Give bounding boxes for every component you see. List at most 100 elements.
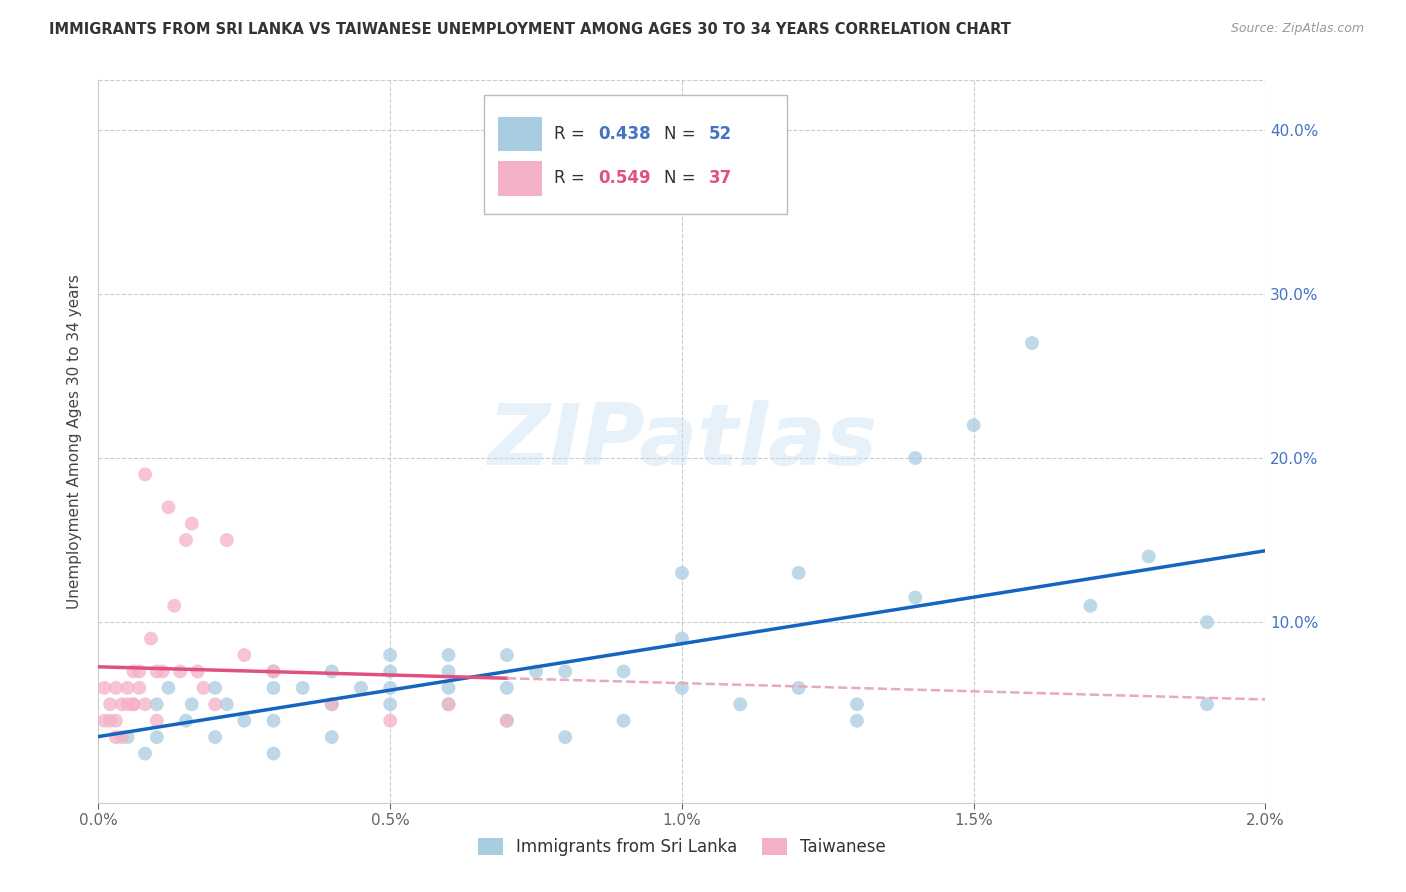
Point <box>98 698 121 712</box>
Legend: Immigrants from Sri Lanka, Taiwanese: Immigrants from Sri Lanka, Taiwanese <box>471 831 893 863</box>
Point <box>1137 549 1160 564</box>
Point <box>437 665 460 679</box>
Point <box>146 698 169 712</box>
Point <box>962 418 984 433</box>
Text: N =: N = <box>665 169 702 187</box>
Point <box>174 533 197 547</box>
Point <box>1080 599 1102 613</box>
Text: ZIPatlas: ZIPatlas <box>486 400 877 483</box>
Point <box>163 599 186 613</box>
Point <box>233 648 256 662</box>
Point <box>180 516 202 531</box>
Point <box>496 714 519 728</box>
Point <box>111 698 134 712</box>
Point <box>1197 698 1219 712</box>
Point <box>174 714 197 728</box>
Point <box>104 730 127 744</box>
Text: Source: ZipAtlas.com: Source: ZipAtlas.com <box>1230 22 1364 36</box>
Point <box>904 450 927 465</box>
Point <box>122 698 145 712</box>
Point <box>671 681 693 695</box>
Point <box>204 681 226 695</box>
Point <box>157 500 180 515</box>
Y-axis label: Unemployment Among Ages 30 to 34 years: Unemployment Among Ages 30 to 34 years <box>66 274 82 609</box>
Point <box>730 698 752 712</box>
Point <box>152 665 174 679</box>
Point <box>496 648 519 662</box>
Point <box>904 591 927 605</box>
Point <box>146 714 169 728</box>
Point <box>262 665 284 679</box>
Point <box>98 714 121 728</box>
Point <box>524 665 547 679</box>
Point <box>496 714 519 728</box>
Point <box>612 665 634 679</box>
Point <box>437 648 460 662</box>
Point <box>262 714 284 728</box>
Point <box>111 730 134 744</box>
Point <box>117 698 139 712</box>
Point <box>134 467 156 482</box>
Text: 0.438: 0.438 <box>598 125 651 143</box>
Point <box>612 714 634 728</box>
Bar <box>498 117 541 152</box>
Point <box>193 681 215 695</box>
Point <box>117 730 139 744</box>
Point <box>1197 615 1219 630</box>
Point <box>262 665 284 679</box>
Point <box>380 714 402 728</box>
Point <box>437 681 460 695</box>
Point <box>134 698 156 712</box>
Point <box>380 698 402 712</box>
Point <box>787 566 810 580</box>
Text: 0.549: 0.549 <box>598 169 651 187</box>
Point <box>321 730 343 744</box>
Point <box>180 698 202 712</box>
Point <box>350 681 373 695</box>
Point <box>128 681 150 695</box>
Point <box>554 730 576 744</box>
Text: 52: 52 <box>709 125 733 143</box>
Point <box>139 632 162 646</box>
Point <box>187 665 209 679</box>
Point <box>380 648 402 662</box>
Point <box>128 665 150 679</box>
Point <box>122 665 145 679</box>
Point <box>496 681 519 695</box>
Point <box>845 714 868 728</box>
Point <box>93 681 115 695</box>
Point <box>437 698 460 712</box>
Point <box>321 698 343 712</box>
Point <box>671 632 693 646</box>
Point <box>845 698 868 712</box>
Text: N =: N = <box>665 125 702 143</box>
Text: IMMIGRANTS FROM SRI LANKA VS TAIWANESE UNEMPLOYMENT AMONG AGES 30 TO 34 YEARS CO: IMMIGRANTS FROM SRI LANKA VS TAIWANESE U… <box>49 22 1011 37</box>
Point <box>671 566 693 580</box>
Point <box>554 665 576 679</box>
FancyBboxPatch shape <box>484 95 787 214</box>
Point <box>146 665 169 679</box>
Text: R =: R = <box>554 125 589 143</box>
Point <box>93 714 115 728</box>
Point <box>1021 336 1043 351</box>
Point <box>321 665 343 679</box>
Point <box>380 665 402 679</box>
Point <box>262 681 284 695</box>
Point <box>262 747 284 761</box>
Point <box>157 681 180 695</box>
Point <box>104 681 127 695</box>
Point <box>291 681 314 695</box>
Point <box>117 681 139 695</box>
Bar <box>498 161 541 195</box>
Point <box>215 533 238 547</box>
Point <box>146 730 169 744</box>
Text: R =: R = <box>554 169 589 187</box>
Point <box>134 747 156 761</box>
Point <box>321 698 343 712</box>
Text: 37: 37 <box>709 169 733 187</box>
Point <box>380 681 402 695</box>
Point <box>437 698 460 712</box>
Point <box>204 698 226 712</box>
Point <box>169 665 191 679</box>
Point <box>204 730 226 744</box>
